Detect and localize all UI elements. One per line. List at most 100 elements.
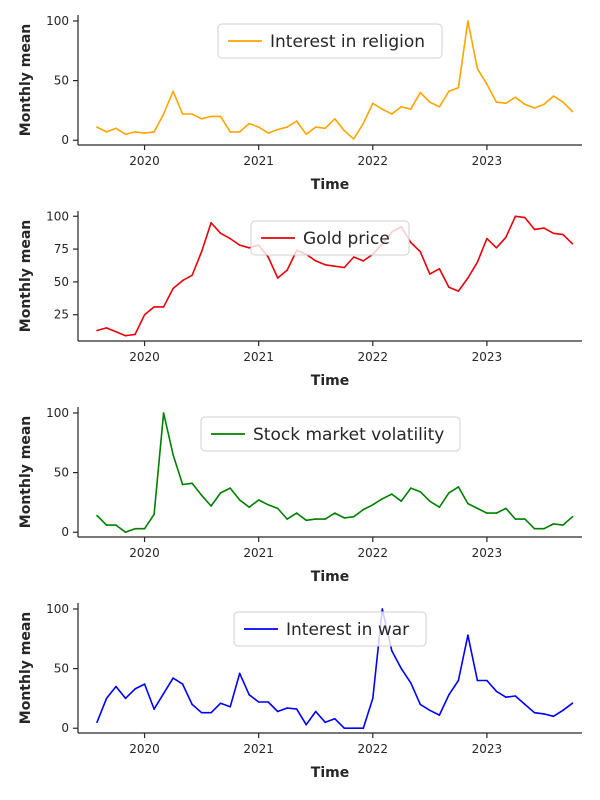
data-point xyxy=(257,126,260,128)
legend-label: Stock market volatility xyxy=(253,425,444,445)
x-tick-label: 2020 xyxy=(129,742,160,756)
y-tick-label: 100 xyxy=(46,209,69,223)
data-point xyxy=(429,500,431,503)
data-point xyxy=(181,279,184,282)
data-point xyxy=(505,236,507,239)
data-point xyxy=(410,241,412,244)
data-point xyxy=(419,703,422,706)
data-point xyxy=(372,697,374,700)
data-point xyxy=(448,492,450,494)
x-tick-label: 2020 xyxy=(129,350,160,364)
data-point xyxy=(200,250,203,253)
data-point xyxy=(362,727,365,729)
data-point xyxy=(467,20,469,22)
data-point xyxy=(248,694,250,696)
data-point xyxy=(495,512,498,514)
data-point xyxy=(410,682,412,684)
data-point xyxy=(162,692,165,695)
x-tick-label: 2021 xyxy=(243,546,274,560)
y-tick-label: 75 xyxy=(54,242,69,256)
data-point xyxy=(533,107,536,109)
legend-box xyxy=(250,220,410,256)
data-point xyxy=(334,265,336,268)
data-point xyxy=(219,492,222,494)
data-point xyxy=(524,518,526,520)
x-tick-label: 2023 xyxy=(472,742,503,756)
chart-panel-war: Time Monthly mean 0 50 100 2020 2021 2022 2023… xyxy=(18,602,582,781)
data-point xyxy=(391,493,393,495)
data-point xyxy=(486,83,488,85)
data-point xyxy=(210,711,212,714)
x-tick-label: 2022 xyxy=(358,154,389,168)
data-point xyxy=(562,233,564,236)
x-tick-label: 2021 xyxy=(243,742,274,756)
legend-box xyxy=(217,23,443,59)
data-point xyxy=(210,115,212,118)
data-point xyxy=(543,103,545,106)
data-point xyxy=(200,118,203,120)
y-tick-label: 0 xyxy=(61,525,69,539)
y-tick-label: 0 xyxy=(61,133,69,147)
data-point xyxy=(181,683,184,685)
x-tick-label: 2022 xyxy=(358,742,389,756)
data-point xyxy=(438,714,441,716)
data-point xyxy=(448,286,450,289)
data-point xyxy=(552,523,555,525)
data-point xyxy=(267,701,270,703)
data-point xyxy=(162,412,165,414)
y-tick-label: 50 xyxy=(54,275,69,289)
data-point xyxy=(343,129,346,132)
data-point xyxy=(486,512,488,514)
y-axis-title: Monthly mean xyxy=(18,416,34,528)
data-point xyxy=(343,266,346,269)
data-point xyxy=(105,131,108,133)
data-point xyxy=(391,113,393,115)
data-point xyxy=(172,287,174,290)
data-point xyxy=(343,517,346,519)
data-point xyxy=(257,499,260,501)
data-point xyxy=(105,524,108,526)
data-point xyxy=(438,268,441,270)
y-axis-title: Monthly mean xyxy=(18,24,34,136)
data-point xyxy=(486,679,488,682)
data-point xyxy=(400,106,403,108)
data-point xyxy=(229,131,231,133)
data-point xyxy=(105,327,108,329)
legend-label: Interest in war xyxy=(286,620,409,640)
x-tick-label: 2021 xyxy=(243,154,274,168)
data-point xyxy=(457,486,460,488)
chart-panel-religion: Time Monthly mean 0 50 100 2020 2021 2022 2023… xyxy=(18,14,582,193)
x-axis-title: Time xyxy=(311,177,349,193)
data-point xyxy=(543,527,545,530)
data-point xyxy=(295,512,298,514)
legend-label: Gold price xyxy=(303,229,390,249)
y-axis-title: Monthly mean xyxy=(18,220,34,332)
data-point xyxy=(96,514,98,517)
data-point xyxy=(543,713,545,715)
y-tick-label: 25 xyxy=(54,308,69,322)
data-point xyxy=(295,120,298,122)
data-point xyxy=(495,247,498,249)
data-point xyxy=(219,702,222,704)
data-point xyxy=(400,500,403,503)
data-point xyxy=(134,527,136,530)
y-axis-title: Monthly mean xyxy=(18,612,34,724)
y-tick-label: 100 xyxy=(46,14,69,28)
data-point xyxy=(124,334,127,337)
legend: Stock market volatility xyxy=(200,416,461,452)
data-point xyxy=(153,513,155,516)
data-point xyxy=(514,215,517,218)
data-point xyxy=(115,685,117,688)
data-point xyxy=(305,133,308,136)
legend-label: Interest in religion xyxy=(270,32,425,52)
data-point xyxy=(533,228,536,231)
data-point xyxy=(495,101,498,103)
data-point xyxy=(552,95,555,97)
data-point xyxy=(381,608,384,610)
data-point xyxy=(562,101,564,103)
data-point xyxy=(143,683,146,685)
y-tick-label: 100 xyxy=(46,602,69,616)
data-point xyxy=(286,126,289,128)
data-point xyxy=(476,679,479,682)
data-point xyxy=(334,717,336,720)
